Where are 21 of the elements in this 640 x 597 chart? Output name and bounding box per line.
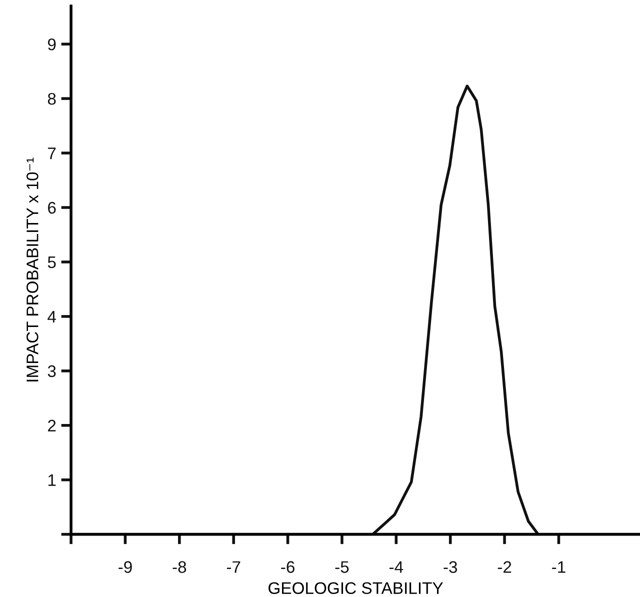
y-tick-label: 4 <box>48 311 56 322</box>
y-tick-label: 2 <box>48 420 56 432</box>
x-tick-label: -2 <box>498 561 512 573</box>
x-tick-label: -4 <box>389 561 404 573</box>
y-axis-title: IMPACT PROBABILITY x 10⁻¹ <box>26 158 38 382</box>
y-tick-label: 8 <box>48 92 56 105</box>
x-tick-label: -5 <box>335 561 349 573</box>
y-tick-label: 7 <box>48 148 56 160</box>
x-tick-label: -1 <box>552 561 566 573</box>
y-tick-label: 5 <box>48 256 56 268</box>
y-tick-label: 9 <box>48 38 56 50</box>
x-axis-title: GEOLOGIC STABILITY <box>268 582 443 594</box>
x-tick-label: -3 <box>444 561 458 573</box>
x-tick-label: -6 <box>281 561 294 573</box>
x-tick-label: -8 <box>172 561 186 573</box>
y-tick-label: 3 <box>48 365 56 378</box>
x-tick-label: -9 <box>118 561 132 573</box>
y-tick-label: 1 <box>48 474 56 486</box>
y-tick-label: 6 <box>48 202 56 214</box>
line-series <box>371 84 540 534</box>
x-tick-label: -7 <box>226 561 240 573</box>
